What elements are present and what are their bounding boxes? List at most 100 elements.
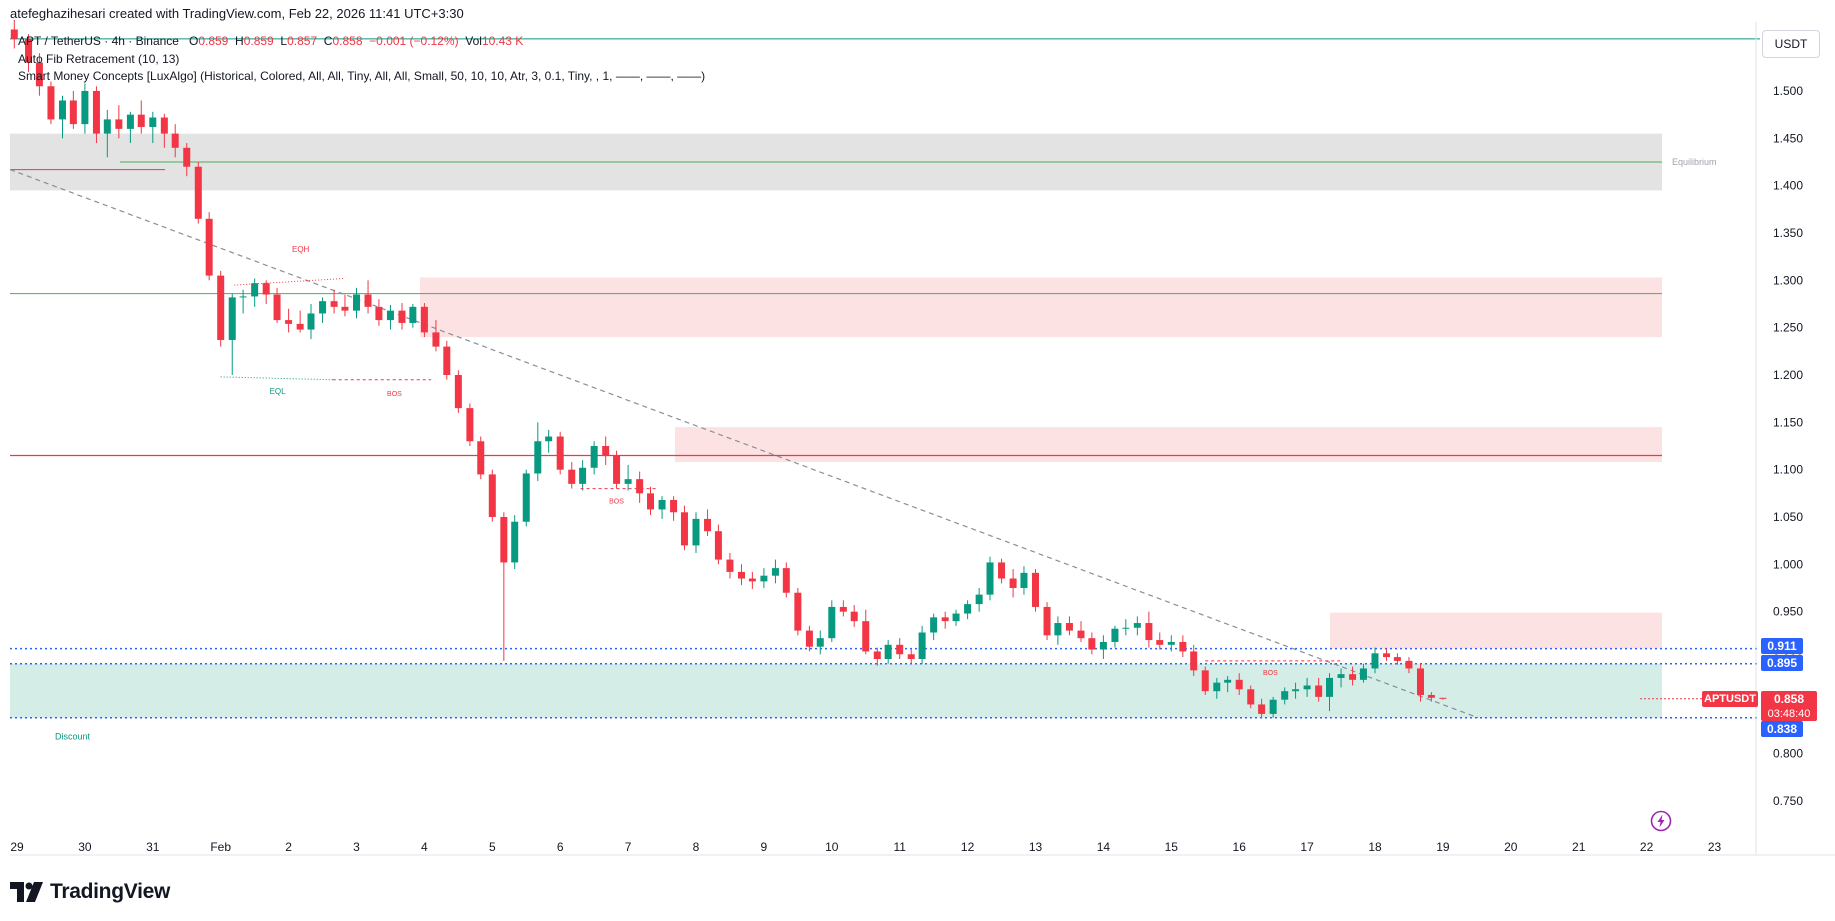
candle [1190,644,1198,677]
candle [511,515,519,570]
candle-body [398,310,406,323]
candle-body [760,575,768,582]
candle [1247,685,1255,709]
price-tick-label: 1.100 [1773,463,1803,477]
candle-body [296,323,304,330]
candle [1359,663,1367,683]
candle [386,304,394,330]
candle-body [704,518,712,532]
candle-body [194,166,202,219]
candle-body [1235,679,1243,690]
candle-body [1247,689,1255,705]
price-tick-label: 1.500 [1773,84,1803,98]
candle [862,609,870,655]
candle [1393,653,1401,665]
candle [194,162,202,224]
price-tick-label: 1.450 [1773,131,1803,145]
time-tick-label: 10 [825,840,839,854]
time-tick-label: 23 [1708,840,1722,854]
lightning-bolt-icon[interactable] [1650,810,1672,832]
candle [568,462,576,489]
time-tick-label: 13 [1029,840,1043,854]
candle [850,605,858,627]
candle [805,625,813,652]
candle [477,436,485,480]
candle-body [1145,623,1153,641]
candle [602,436,610,465]
ohlc-open-label: O [188,34,199,48]
candle-body [1122,627,1130,629]
indicator-smc-legend[interactable]: Smart Money Concepts [LuxAlgo] (Historic… [18,69,706,83]
candle-body [1349,674,1357,680]
candle [1043,602,1051,641]
candle [782,562,790,598]
candle [375,299,383,326]
time-tick-label: 29 [10,840,24,854]
candle [918,625,926,664]
time-tick-label: 19 [1436,840,1450,854]
candle [454,370,462,413]
bos-label-3: BOS [1263,670,1278,677]
candle [828,600,836,642]
candle-body [500,517,508,563]
candle [839,600,847,617]
candle-body [262,283,270,295]
time-tick-label: 16 [1233,840,1247,854]
candle-body [1133,623,1141,628]
symbol-line: APT / TetherUS · 4h · Binance [18,34,179,48]
candle-body [364,294,372,307]
equilibrium-label: Equilibrium [1672,157,1717,167]
candle [794,588,802,636]
candle [692,512,700,553]
candle [613,450,621,489]
candle [1371,647,1379,674]
ohlc-high-value: 0.859 [243,34,274,48]
candle-body [975,594,983,605]
candle-body [941,617,949,622]
candle-body [466,408,474,442]
candle [579,460,587,491]
tradingview-logo[interactable]: TradingView [10,878,170,906]
indicator-fib-legend[interactable]: Auto Fib Retracement (10, 13) [18,52,180,66]
candle-body [103,119,111,134]
candle-body [714,531,722,560]
candle [239,289,247,314]
candle [10,20,18,49]
supply-zone-upper [420,277,1662,338]
candle-body [670,499,678,513]
volume-label: Vol [465,34,482,48]
candle [273,287,281,323]
candle-body [58,100,66,120]
candle-body [1405,660,1413,669]
candle-body [1099,641,1107,650]
candle [1009,569,1017,598]
candle [522,469,530,527]
price-tick-label: 1.000 [1773,557,1803,571]
candle [183,143,191,177]
candle [1077,621,1085,642]
candle [409,304,417,328]
tradingview-brand-text: TradingView [50,880,171,903]
candle [285,308,293,333]
candle-body [1032,572,1039,607]
symbol-legend[interactable]: APT / TetherUS · 4h · Binance O0.859 H0.… [18,34,523,48]
candle-body [183,147,191,167]
candle-body [353,294,360,311]
candle [658,496,666,519]
candle [307,304,315,340]
candle [760,568,768,588]
candle [952,609,960,626]
candle [137,100,145,134]
candle [647,486,655,516]
currency-button[interactable]: USDT [1762,30,1820,58]
candle-body [748,578,756,582]
candle-body [1315,685,1323,697]
candle-body [884,644,892,659]
candle [590,441,598,475]
candle-body [1359,668,1367,680]
candle-body [602,446,610,456]
candle [1224,676,1232,693]
candle-body [534,441,542,474]
